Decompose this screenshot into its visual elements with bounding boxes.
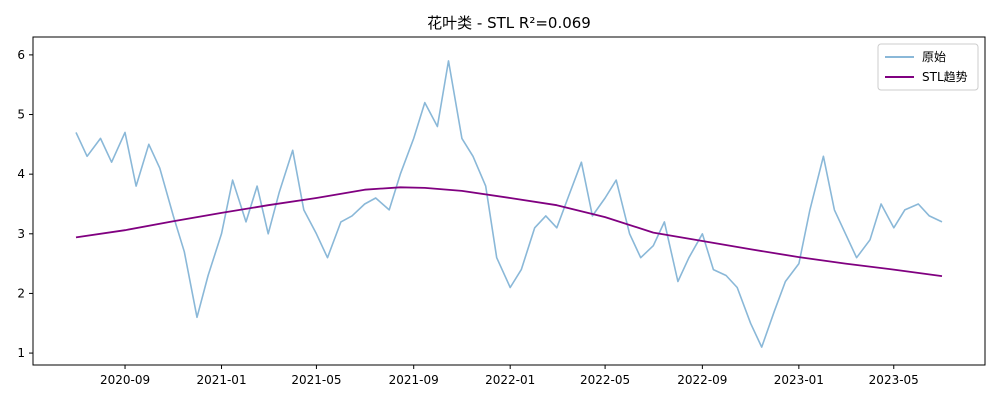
y-axis: 1 2 3 4 5 6 bbox=[17, 48, 33, 360]
legend-label-trend: STL趋势 bbox=[922, 70, 968, 84]
legend-label-raw: 原始 bbox=[922, 50, 946, 64]
legend-box bbox=[877, 43, 979, 91]
y-tick-label: 2 bbox=[17, 286, 25, 300]
plot-area bbox=[75, 60, 943, 348]
x-tick-label: 2021-09 bbox=[389, 373, 439, 387]
x-tick-label: 2022-09 bbox=[677, 373, 727, 387]
x-tick-label: 2021-05 bbox=[291, 373, 341, 387]
legend: 原始 STL趋势 bbox=[877, 43, 979, 91]
y-tick-label: 6 bbox=[17, 48, 25, 62]
x-tick-label: 2023-05 bbox=[869, 373, 919, 387]
y-tick-label: 5 bbox=[17, 108, 25, 122]
x-tick-label: 2020-09 bbox=[100, 373, 150, 387]
chart-title: 花叶类 - STL R²=0.069 bbox=[427, 14, 591, 32]
x-axis: 2020-09 2021-01 2021-05 2021-09 2022-01 2022-… bbox=[100, 365, 919, 387]
x-tick-label: 2022-01 bbox=[485, 373, 535, 387]
y-tick-label: 1 bbox=[17, 346, 25, 360]
x-tick-label: 2021-01 bbox=[196, 373, 246, 387]
series-line-raw bbox=[75, 60, 943, 348]
x-tick-label: 2022-05 bbox=[580, 373, 630, 387]
x-tick-label: 2023-01 bbox=[774, 373, 824, 387]
y-tick-label: 4 bbox=[17, 167, 25, 181]
series-line-trend bbox=[75, 186, 943, 277]
axes-frame bbox=[32, 36, 986, 366]
y-tick-label: 3 bbox=[17, 227, 25, 241]
